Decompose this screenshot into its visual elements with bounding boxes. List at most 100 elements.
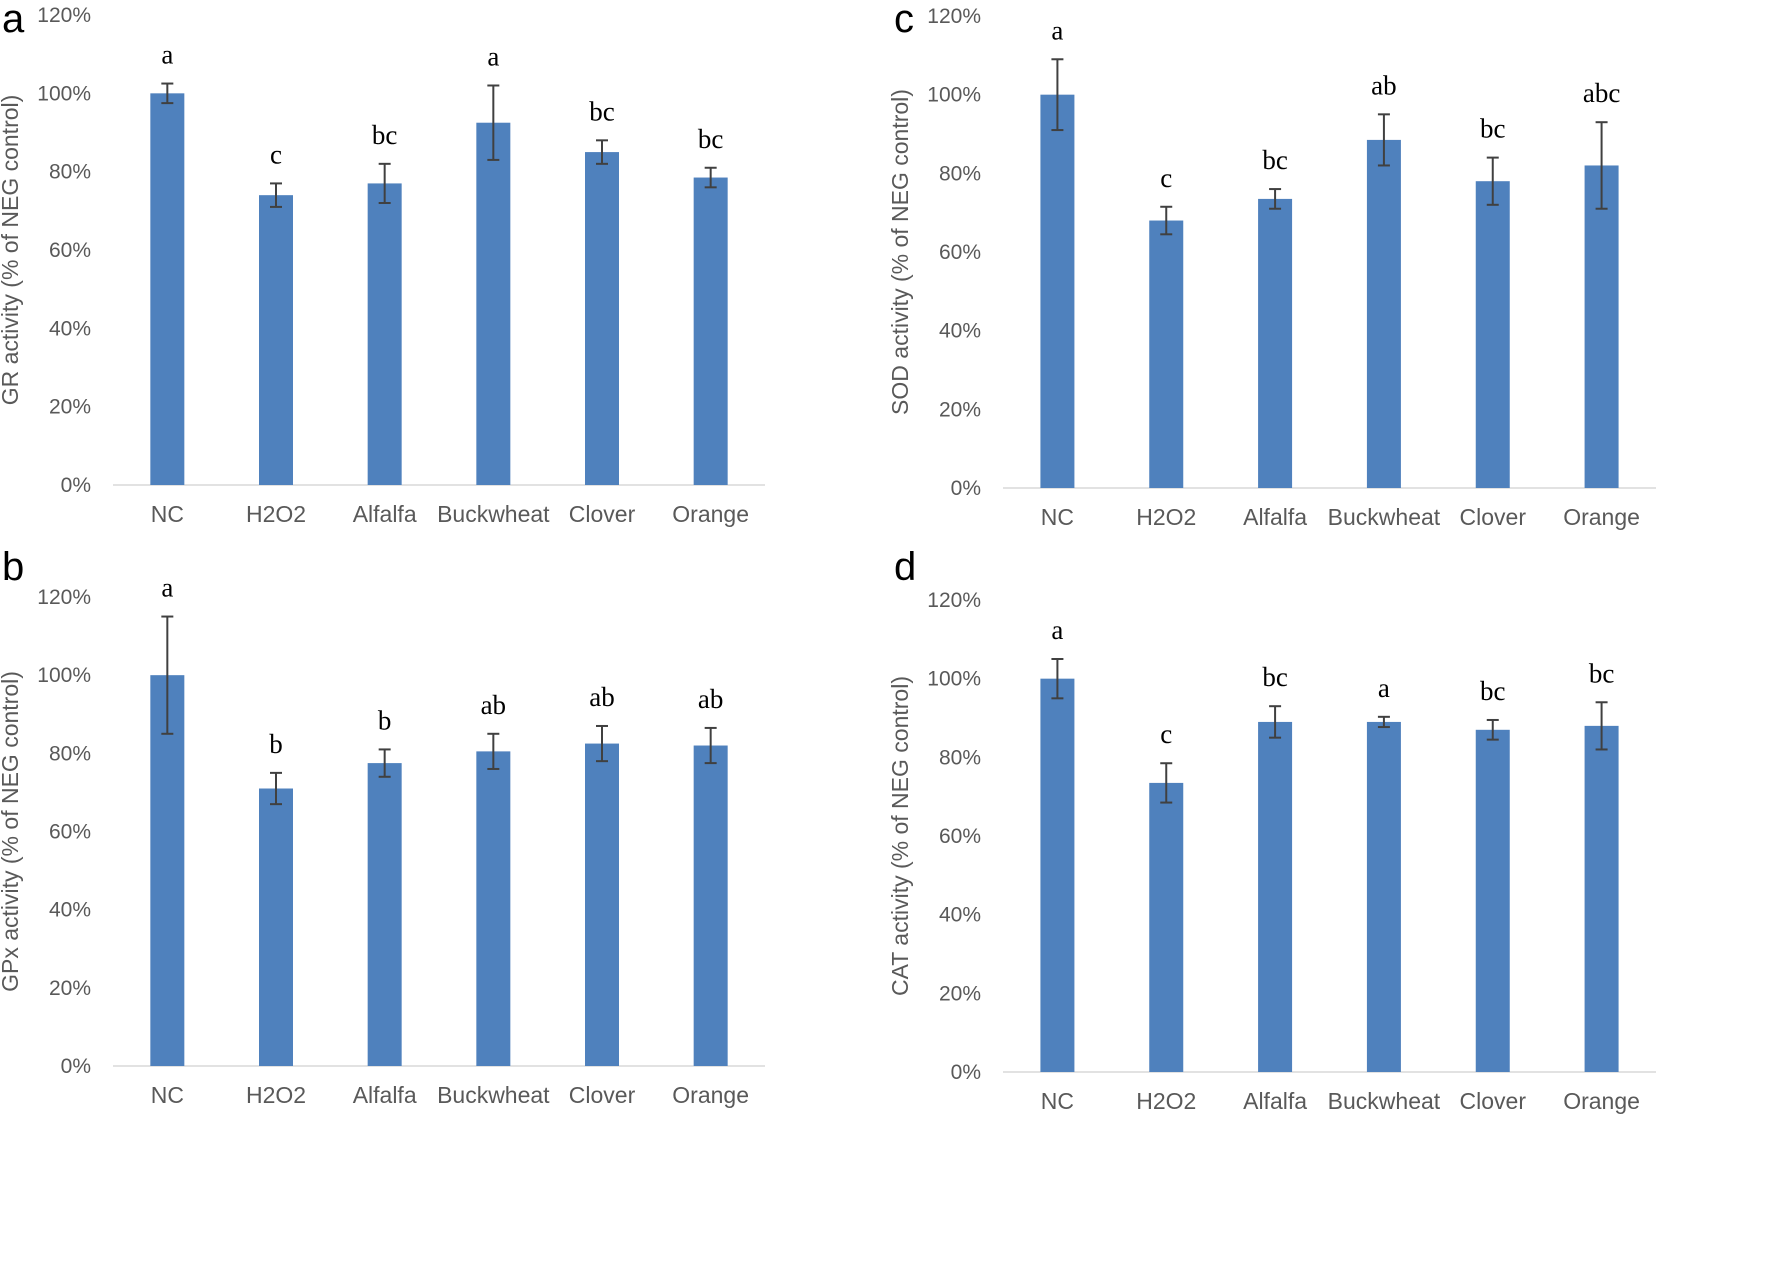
significance-label: ab — [481, 690, 506, 720]
y-tick-label: 60% — [49, 821, 91, 844]
panel-letter: a — [2, 0, 25, 41]
chart-group: a 0% 20% 40% 60% 80% 100% 120% GR activity (% of… — [0, 0, 765, 527]
significance-label: bc — [372, 120, 398, 150]
bar — [150, 675, 185, 1066]
x-tick-label: H2O2 — [246, 1082, 306, 1108]
x-tick-label: Clover — [1460, 504, 1527, 530]
y-tick-label: 80% — [939, 162, 981, 185]
y-tick-label: 20% — [49, 396, 91, 419]
y-tick-label: 60% — [939, 825, 981, 848]
x-tick-label: Alfalfa — [1243, 1088, 1307, 1114]
chart-group: d 0% 20% 40% 60% 80% 100% 120% CAT activity (% o… — [887, 545, 1656, 1114]
significance-label: ab — [698, 684, 723, 714]
significance-label: bc — [1262, 145, 1288, 175]
panel-letter: b — [2, 545, 24, 589]
bar — [1040, 94, 1075, 489]
bar — [150, 93, 185, 485]
significance-label: a — [487, 42, 499, 72]
bar — [259, 195, 293, 485]
bar — [476, 122, 511, 485]
y-tick-label: 0% — [61, 1055, 91, 1078]
chart-panel-d: d 0% 20% 40% 60% 80% 100% 120% CAT activity (% o… — [887, 545, 1656, 1114]
bar — [1366, 721, 1401, 1072]
x-tick-label: NC — [151, 1082, 184, 1108]
y-tick-label: 100% — [927, 84, 981, 107]
bar — [585, 152, 619, 486]
x-tick-label: Orange — [1563, 1088, 1640, 1114]
y-tick-label: 100% — [927, 668, 981, 691]
significance-label: c — [270, 139, 282, 169]
significance-label: bc — [1480, 114, 1506, 144]
x-tick-label: NC — [1041, 1088, 1074, 1114]
significance-label: c — [1160, 719, 1172, 749]
y-tick-label: 60% — [939, 241, 981, 264]
y-tick-label: 80% — [49, 161, 91, 184]
y-tick-label: 80% — [49, 742, 91, 765]
y-tick-label: 60% — [49, 239, 91, 262]
significance-label: a — [161, 40, 173, 70]
y-tick-label: 20% — [49, 977, 91, 1000]
bar — [1475, 729, 1510, 1072]
panel-letter: c — [894, 0, 914, 41]
significance-label: bc — [698, 124, 724, 154]
significance-label: ab — [589, 682, 614, 712]
bar — [693, 177, 728, 485]
x-tick-label: H2O2 — [1136, 504, 1196, 530]
significance-label: a — [1051, 15, 1063, 45]
x-tick-label: Alfalfa — [1243, 504, 1307, 530]
bar — [1584, 165, 1619, 488]
x-tick-label: Buckwheat — [1328, 504, 1441, 530]
bar — [1258, 198, 1293, 488]
y-tick-label: 20% — [939, 398, 981, 421]
x-tick-label: Alfalfa — [353, 501, 417, 527]
y-tick-label: 120% — [927, 5, 981, 28]
y-tick-label: 0% — [951, 477, 981, 500]
x-tick-label: Clover — [1460, 1088, 1527, 1114]
bar — [259, 788, 293, 1066]
bar — [367, 183, 402, 485]
y-tick-label: 20% — [939, 982, 981, 1005]
y-axis-title: SOD activity (% of NEG control) — [887, 89, 913, 415]
significance-label: a — [1051, 615, 1063, 645]
significance-label: bc — [1480, 676, 1506, 706]
y-tick-label: 120% — [37, 586, 91, 609]
y-tick-label: 100% — [37, 82, 91, 105]
y-tick-label: 40% — [939, 320, 981, 343]
bar — [585, 743, 619, 1066]
y-tick-label: 0% — [951, 1061, 981, 1084]
bar — [1366, 139, 1401, 488]
bar — [693, 745, 728, 1066]
significance-label: b — [269, 729, 283, 759]
x-tick-label: Buckwheat — [1328, 1088, 1441, 1114]
significance-label: abc — [1583, 78, 1620, 108]
panel-letter: d — [894, 545, 916, 589]
x-tick-label: Clover — [569, 501, 636, 527]
bar — [476, 751, 511, 1066]
x-tick-label: Alfalfa — [353, 1082, 417, 1108]
x-tick-label: Buckwheat — [437, 501, 550, 527]
y-tick-label: 0% — [61, 474, 91, 497]
x-tick-label: NC — [1041, 504, 1074, 530]
y-tick-label: 40% — [49, 899, 91, 922]
y-tick-label: 40% — [49, 317, 91, 340]
x-tick-label: Orange — [672, 1082, 749, 1108]
x-tick-label: Orange — [672, 501, 749, 527]
y-axis-title: GPx activity (% of NEG control) — [0, 671, 23, 992]
x-tick-label: Clover — [569, 1082, 636, 1108]
chart-group: c 0% 20% 40% 60% 80% 100% 120% SOD activity (% o… — [887, 0, 1656, 530]
chart-panel-b: b 0% 20% 40% 60% 80% 100% 120% GPx activity (% o… — [0, 545, 765, 1108]
bar — [1040, 678, 1075, 1072]
y-axis-title: GR activity (% of NEG control) — [0, 95, 23, 406]
chart-panel-a: a 0% 20% 40% 60% 80% 100% 120% GR activity (% of… — [0, 0, 765, 527]
chart-panel-c: c 0% 20% 40% 60% 80% 100% 120% SOD activity (% o… — [887, 0, 1656, 530]
significance-label: c — [1160, 163, 1172, 193]
bar — [1584, 725, 1619, 1072]
significance-label: ab — [1371, 70, 1396, 100]
y-axis-title: CAT activity (% of NEG control) — [887, 676, 913, 996]
significance-label: bc — [1589, 658, 1615, 688]
significance-label: bc — [589, 96, 615, 126]
significance-label: b — [378, 705, 392, 735]
chart-group: b 0% 20% 40% 60% 80% 100% 120% GPx activity (% o… — [0, 545, 765, 1108]
y-tick-label: 100% — [37, 664, 91, 687]
